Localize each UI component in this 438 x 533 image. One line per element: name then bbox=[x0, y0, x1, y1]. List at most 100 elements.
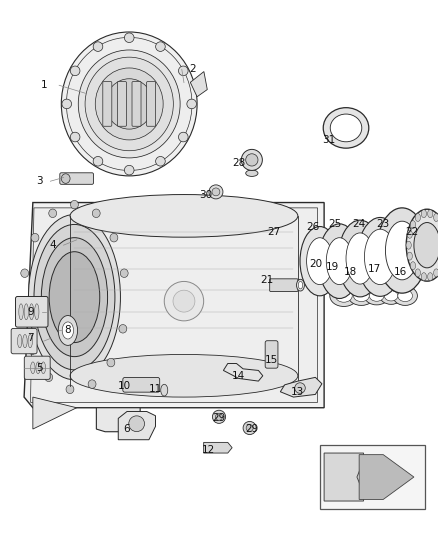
Circle shape bbox=[173, 290, 195, 312]
Ellipse shape bbox=[427, 273, 433, 281]
Polygon shape bbox=[24, 203, 324, 408]
Ellipse shape bbox=[93, 157, 103, 166]
Ellipse shape bbox=[49, 209, 57, 217]
Ellipse shape bbox=[161, 384, 168, 396]
Ellipse shape bbox=[18, 335, 22, 348]
Ellipse shape bbox=[415, 269, 420, 277]
FancyBboxPatch shape bbox=[132, 82, 141, 126]
Ellipse shape bbox=[410, 221, 416, 229]
Circle shape bbox=[212, 410, 226, 423]
Ellipse shape bbox=[421, 209, 427, 217]
Text: 3: 3 bbox=[36, 176, 43, 186]
Text: 29: 29 bbox=[245, 424, 258, 434]
Ellipse shape bbox=[377, 208, 427, 293]
Polygon shape bbox=[359, 455, 414, 499]
Ellipse shape bbox=[421, 273, 427, 281]
Text: 8: 8 bbox=[64, 326, 71, 335]
Ellipse shape bbox=[67, 37, 192, 171]
Ellipse shape bbox=[336, 289, 352, 302]
Text: 25: 25 bbox=[328, 219, 342, 229]
Ellipse shape bbox=[380, 287, 403, 304]
Ellipse shape bbox=[330, 285, 358, 306]
Ellipse shape bbox=[62, 322, 74, 339]
FancyBboxPatch shape bbox=[270, 279, 298, 292]
Text: 4: 4 bbox=[49, 240, 56, 250]
Polygon shape bbox=[223, 364, 263, 381]
Ellipse shape bbox=[20, 309, 28, 318]
Ellipse shape bbox=[187, 99, 197, 109]
Ellipse shape bbox=[71, 200, 78, 209]
Ellipse shape bbox=[300, 227, 339, 296]
Ellipse shape bbox=[323, 108, 369, 148]
Text: 27: 27 bbox=[267, 227, 280, 237]
FancyBboxPatch shape bbox=[15, 296, 48, 327]
Ellipse shape bbox=[88, 380, 96, 389]
Ellipse shape bbox=[364, 229, 396, 285]
Ellipse shape bbox=[71, 132, 80, 142]
Text: 11: 11 bbox=[149, 384, 162, 394]
Text: 9: 9 bbox=[27, 307, 34, 317]
Ellipse shape bbox=[406, 209, 438, 281]
Circle shape bbox=[164, 281, 204, 321]
Ellipse shape bbox=[29, 304, 34, 320]
Text: 28: 28 bbox=[232, 158, 245, 167]
Circle shape bbox=[209, 185, 223, 199]
Ellipse shape bbox=[384, 290, 398, 301]
Ellipse shape bbox=[61, 32, 197, 176]
Polygon shape bbox=[190, 71, 207, 97]
Circle shape bbox=[295, 383, 305, 393]
FancyBboxPatch shape bbox=[11, 328, 37, 354]
Ellipse shape bbox=[415, 214, 420, 222]
Text: 23: 23 bbox=[377, 219, 390, 229]
Ellipse shape bbox=[318, 224, 360, 298]
Ellipse shape bbox=[35, 304, 39, 320]
Ellipse shape bbox=[31, 233, 39, 242]
Circle shape bbox=[241, 149, 262, 171]
Ellipse shape bbox=[119, 325, 127, 333]
Polygon shape bbox=[204, 442, 232, 453]
Ellipse shape bbox=[41, 362, 46, 374]
Ellipse shape bbox=[155, 42, 165, 51]
Text: 15: 15 bbox=[265, 355, 278, 365]
Text: 26: 26 bbox=[307, 222, 320, 231]
Ellipse shape bbox=[34, 224, 115, 370]
Ellipse shape bbox=[406, 241, 411, 249]
Ellipse shape bbox=[23, 335, 27, 348]
Text: 7: 7 bbox=[27, 334, 34, 343]
FancyBboxPatch shape bbox=[147, 82, 155, 126]
Text: 31: 31 bbox=[322, 135, 335, 144]
Ellipse shape bbox=[393, 286, 417, 305]
Ellipse shape bbox=[307, 238, 333, 285]
Ellipse shape bbox=[338, 220, 382, 297]
Ellipse shape bbox=[385, 221, 419, 280]
Ellipse shape bbox=[93, 42, 103, 51]
Text: 10: 10 bbox=[118, 382, 131, 391]
Text: 14: 14 bbox=[232, 371, 245, 381]
Ellipse shape bbox=[49, 252, 100, 343]
Text: 2: 2 bbox=[189, 64, 196, 74]
Ellipse shape bbox=[31, 362, 35, 374]
Circle shape bbox=[246, 154, 258, 166]
FancyBboxPatch shape bbox=[265, 341, 278, 368]
Text: 18: 18 bbox=[344, 267, 357, 277]
Ellipse shape bbox=[124, 33, 134, 43]
Ellipse shape bbox=[369, 290, 384, 301]
Ellipse shape bbox=[398, 290, 413, 302]
Circle shape bbox=[246, 424, 253, 432]
Polygon shape bbox=[33, 397, 77, 429]
Ellipse shape bbox=[434, 269, 438, 277]
Ellipse shape bbox=[21, 269, 28, 278]
FancyBboxPatch shape bbox=[103, 82, 112, 126]
Text: 12: 12 bbox=[201, 446, 215, 455]
Text: 16: 16 bbox=[394, 267, 407, 277]
Ellipse shape bbox=[66, 385, 74, 393]
Ellipse shape bbox=[28, 346, 36, 354]
Ellipse shape bbox=[28, 335, 32, 348]
FancyBboxPatch shape bbox=[117, 82, 127, 126]
Ellipse shape bbox=[120, 269, 128, 278]
Text: 30: 30 bbox=[199, 190, 212, 199]
FancyBboxPatch shape bbox=[320, 445, 425, 509]
Ellipse shape bbox=[61, 174, 70, 183]
Ellipse shape bbox=[62, 99, 71, 109]
Ellipse shape bbox=[407, 252, 413, 260]
